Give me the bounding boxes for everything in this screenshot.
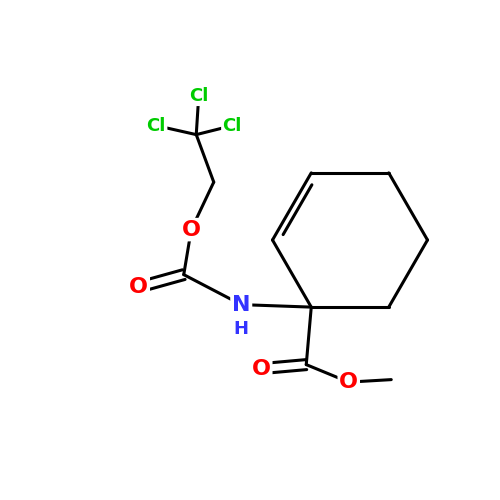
Text: Cl: Cl xyxy=(222,116,242,134)
Text: O: O xyxy=(339,372,358,392)
Text: O: O xyxy=(252,358,271,378)
Text: Cl: Cl xyxy=(146,116,166,134)
Text: N: N xyxy=(232,294,250,314)
Text: Cl: Cl xyxy=(189,86,208,104)
Text: H: H xyxy=(234,320,248,338)
Text: O: O xyxy=(182,220,201,240)
Text: O: O xyxy=(129,277,148,297)
